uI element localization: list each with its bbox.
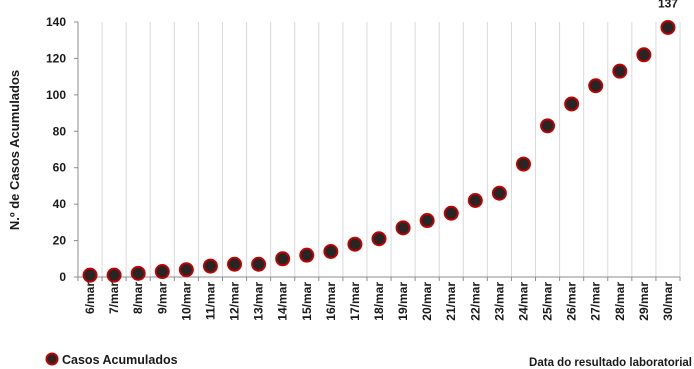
x-tick-label: 27/mar — [589, 282, 603, 321]
data-point — [491, 185, 507, 201]
x-tick-label: 28/mar — [613, 282, 627, 321]
data-points — [82, 19, 676, 283]
x-tick-label: 12/mar — [228, 282, 242, 321]
legend-marker — [45, 352, 59, 366]
x-tick-labels: 6/mar 7/mar 8/mar 9/mar 10/mar 11/mar 12/mar 13… — [77, 277, 681, 321]
legend: Casos Acumulados — [45, 352, 178, 367]
data-point — [395, 220, 411, 236]
x-axis-title: Data do resultado laboratorial — [529, 357, 692, 369]
data-point — [540, 118, 556, 134]
data-point — [660, 19, 676, 35]
x-tick-label: 17/mar — [348, 282, 362, 321]
data-point — [636, 47, 652, 63]
x-tick-label: 18/mar — [372, 282, 386, 321]
axes — [77, 22, 680, 278]
x-tick-label: 26/mar — [565, 282, 579, 321]
data-point — [371, 231, 387, 247]
y-tick-label: 20 — [53, 234, 67, 248]
data-point — [154, 264, 170, 280]
data-point — [202, 258, 218, 274]
data-point — [251, 256, 267, 272]
data-point — [275, 251, 291, 267]
x-tick-label: 23/mar — [492, 282, 506, 321]
x-tick-label: 10/mar — [179, 282, 193, 321]
x-tick-label: 25/mar — [541, 282, 555, 321]
y-tick-label: 140 — [46, 15, 66, 29]
data-point — [443, 205, 459, 221]
data-point — [515, 156, 531, 172]
data-point — [612, 63, 628, 79]
data-point — [564, 96, 580, 112]
x-tick-label: 7/mar — [107, 282, 121, 314]
x-tick-label: 30/mar — [661, 282, 675, 321]
y-axis-title: N.º de Casos Acumulados — [7, 70, 22, 230]
data-point — [467, 193, 483, 208]
x-tick-label: 6/mar — [83, 282, 97, 314]
gridlines — [101, 22, 681, 277]
x-tick-label: 24/mar — [516, 282, 530, 321]
data-point — [227, 256, 243, 272]
x-tick-label: 21/mar — [444, 282, 458, 321]
data-point — [588, 78, 604, 94]
data-point — [82, 267, 98, 283]
data-point — [178, 262, 194, 278]
data-point — [323, 244, 339, 259]
data-point — [130, 265, 146, 281]
x-tick-label: 19/mar — [396, 282, 410, 321]
x-tick-label: 9/mar — [155, 282, 169, 314]
data-labels: 137 — [658, 0, 678, 10]
data-point — [419, 213, 435, 229]
y-tick-label: 120 — [46, 51, 66, 65]
data-point — [106, 267, 122, 283]
legend-label: Casos Acumulados — [62, 353, 178, 367]
data-point — [299, 247, 315, 263]
y-tick-label: 60 — [53, 161, 67, 175]
y-tick-label: 0 — [59, 270, 66, 284]
x-tick-label: 8/mar — [131, 282, 145, 314]
x-tick-label: 20/mar — [420, 282, 434, 321]
data-point — [347, 236, 363, 252]
x-tick-label: 29/mar — [637, 282, 651, 321]
data-label: 137 — [658, 0, 678, 10]
y-tick-labels: 0 20 40 60 80 100 120 140 — [46, 15, 78, 284]
x-tick-label: 15/mar — [300, 282, 314, 321]
y-tick-label: 80 — [53, 124, 67, 138]
y-tick-label: 100 — [46, 88, 66, 102]
x-tick-label: 16/mar — [324, 282, 338, 321]
x-tick-label: 22/mar — [468, 282, 482, 321]
x-tick-label: 11/mar — [203, 282, 217, 320]
x-tick-label: 14/mar — [276, 282, 290, 321]
y-tick-label: 40 — [53, 197, 67, 211]
x-tick-label: 13/mar — [252, 282, 266, 321]
